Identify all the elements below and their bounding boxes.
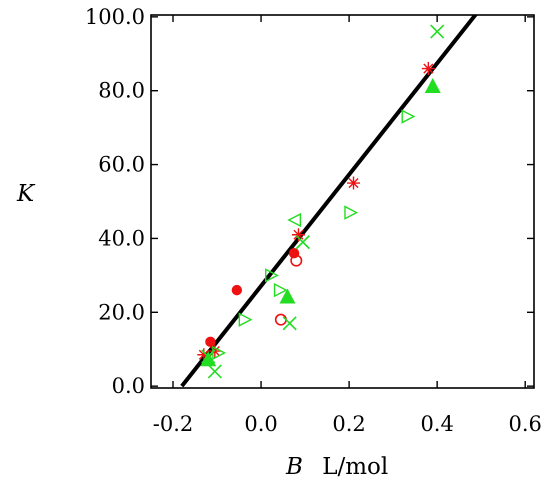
data-point-triangle-up-filled (424, 78, 441, 94)
x-tick-label: 0.0 (244, 412, 277, 436)
data-point-triangle-right-open (344, 205, 359, 220)
data-point-open-circle (274, 313, 287, 326)
y-tick-label: 60.0 (98, 153, 145, 177)
data-point-x (282, 316, 297, 331)
x-tick-label: 0.2 (332, 412, 365, 436)
fit-line (180, 15, 478, 388)
x-tick-label: 0.6 (508, 412, 541, 436)
data-point-x (295, 235, 310, 250)
y-axis-label: K (16, 181, 36, 207)
data-point-triangle-right-open (212, 345, 227, 361)
y-tick-label: 100.0 (85, 5, 145, 29)
data-point-filled-circle (231, 284, 243, 296)
x-axis-label: B L/mol (285, 454, 388, 480)
x-axis-label-symbol: B (285, 454, 303, 480)
data-point-filled-circle (205, 336, 216, 348)
data-point-x (207, 364, 222, 379)
data-point-filled-circle (288, 248, 300, 259)
y-tick-label: 80.0 (98, 79, 145, 103)
data-point-triangle-right-open (238, 312, 253, 327)
y-tick-label: 0.0 (112, 374, 145, 398)
data-point-triangle-right-open (273, 282, 288, 298)
data-point-star (197, 348, 211, 362)
x-tick-label: -0.2 (153, 412, 194, 436)
data-point-x (430, 24, 445, 39)
fit-line-layer (180, 15, 478, 388)
data-point-open-circle (290, 254, 303, 267)
data-point-triangle-left-open (287, 212, 302, 228)
x-axis-label-unit: L/mol (322, 454, 388, 480)
data-point-star (291, 228, 305, 242)
data-point-star (421, 62, 435, 76)
label-layer: K B L/mol (16, 181, 388, 480)
plot-area-frame (150, 14, 535, 389)
y-tick-label: 20.0 (98, 300, 145, 324)
data-point-triangle-up-filled (200, 351, 217, 367)
tick-layer: -0.2 0.0 0.2 0.4 0.6 0.0 20.0 40.0 60.0 80.0 100.0 (85, 5, 542, 436)
data-point-triangle-right-open (401, 109, 416, 124)
data-point-triangle-up-filled (279, 288, 296, 304)
data-point-triangle-right-open (265, 268, 279, 283)
data-point-star (347, 176, 361, 190)
marker-layer (197, 24, 445, 379)
x-tick-label: 0.4 (420, 412, 453, 436)
y-tick-label: 40.0 (98, 226, 145, 250)
